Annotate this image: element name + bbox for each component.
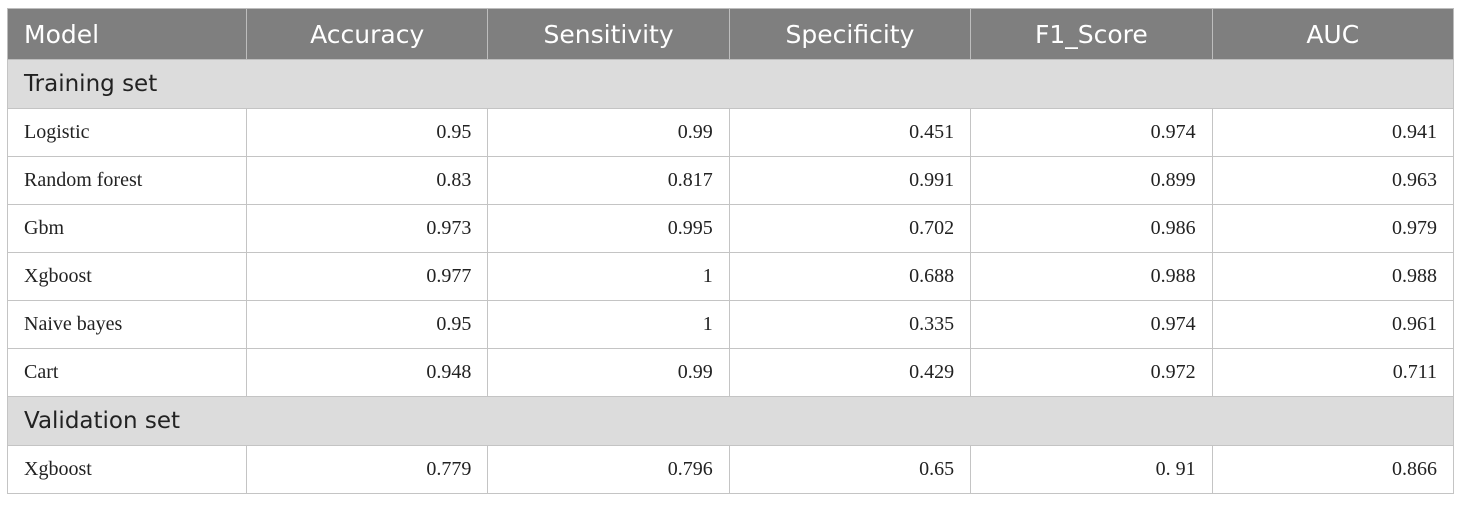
- cell-specificity: 0.335: [728, 300, 972, 349]
- cell-specificity: 0.702: [728, 204, 972, 253]
- cell-model: Random forest: [7, 156, 247, 205]
- cell-f1-score: 0.974: [970, 108, 1213, 157]
- header-specificity: Specificity: [728, 8, 972, 60]
- cell-specificity: 0.991: [728, 156, 972, 205]
- table-row: Cart 0.948 0.99 0.429 0.972 0.711: [7, 348, 1454, 397]
- cell-model: Naive bayes: [7, 300, 247, 349]
- cell-sensitivity: 1: [487, 252, 730, 301]
- table-row: Gbm 0.973 0.995 0.702 0.986 0.979: [7, 204, 1454, 253]
- cell-f1-score: 0.988: [970, 252, 1213, 301]
- cell-accuracy: 0.95: [245, 300, 489, 349]
- cell-auc: 0.941: [1211, 108, 1454, 157]
- table-row: Xgboost 0.779 0.796 0.65 0. 91 0.866: [7, 445, 1454, 494]
- cell-accuracy: 0.977: [245, 252, 489, 301]
- cell-sensitivity: 0.817: [487, 156, 730, 205]
- cell-accuracy: 0.83: [245, 156, 489, 205]
- cell-model: Gbm: [7, 204, 247, 253]
- model-performance-table: Model Accuracy Sensitivity Specificity F…: [7, 8, 1454, 494]
- header-row: Model Accuracy Sensitivity Specificity F…: [7, 8, 1454, 60]
- cell-auc: 0.961: [1211, 300, 1454, 349]
- section-label-training: Training set: [7, 59, 1454, 109]
- header-model: Model: [7, 8, 247, 60]
- cell-auc: 0.963: [1211, 156, 1454, 205]
- cell-sensitivity: 1: [487, 300, 730, 349]
- cell-specificity: 0.429: [728, 348, 972, 397]
- section-label-validation: Validation set: [7, 396, 1454, 446]
- cell-accuracy: 0.948: [245, 348, 489, 397]
- cell-sensitivity: 0.99: [487, 348, 730, 397]
- cell-auc: 0.979: [1211, 204, 1454, 253]
- cell-auc: 0.866: [1211, 445, 1454, 494]
- cell-f1-score: 0.972: [970, 348, 1213, 397]
- cell-model: Xgboost: [7, 445, 247, 494]
- cell-accuracy: 0.95: [245, 108, 489, 157]
- header-sensitivity: Sensitivity: [487, 8, 730, 60]
- header-auc: AUC: [1211, 8, 1454, 60]
- cell-auc: 0.711: [1211, 348, 1454, 397]
- cell-f1-score: 0. 91: [970, 445, 1213, 494]
- cell-accuracy: 0.779: [245, 445, 489, 494]
- cell-f1-score: 0.974: [970, 300, 1213, 349]
- table-row: Xgboost 0.977 1 0.688 0.988 0.988: [7, 252, 1454, 301]
- table-row: Logistic 0.95 0.99 0.451 0.974 0.941: [7, 108, 1454, 157]
- cell-accuracy: 0.973: [245, 204, 489, 253]
- cell-sensitivity: 0.99: [487, 108, 730, 157]
- cell-model: Xgboost: [7, 252, 247, 301]
- section-row-validation: Validation set: [7, 396, 1454, 446]
- table-row: Random forest 0.83 0.817 0.991 0.899 0.9…: [7, 156, 1454, 205]
- results-table-container: Model Accuracy Sensitivity Specificity F…: [7, 8, 1454, 494]
- header-f1-score: F1_Score: [970, 8, 1213, 60]
- section-row-training: Training set: [7, 59, 1454, 109]
- cell-f1-score: 0.899: [970, 156, 1213, 205]
- cell-model: Logistic: [7, 108, 247, 157]
- cell-specificity: 0.451: [728, 108, 972, 157]
- header-accuracy: Accuracy: [245, 8, 489, 60]
- cell-f1-score: 0.986: [970, 204, 1213, 253]
- cell-model: Cart: [7, 348, 247, 397]
- cell-specificity: 0.688: [728, 252, 972, 301]
- table-row: Naive bayes 0.95 1 0.335 0.974 0.961: [7, 300, 1454, 349]
- cell-sensitivity: 0.995: [487, 204, 730, 253]
- cell-sensitivity: 0.796: [487, 445, 730, 494]
- cell-specificity: 0.65: [728, 445, 972, 494]
- cell-auc: 0.988: [1211, 252, 1454, 301]
